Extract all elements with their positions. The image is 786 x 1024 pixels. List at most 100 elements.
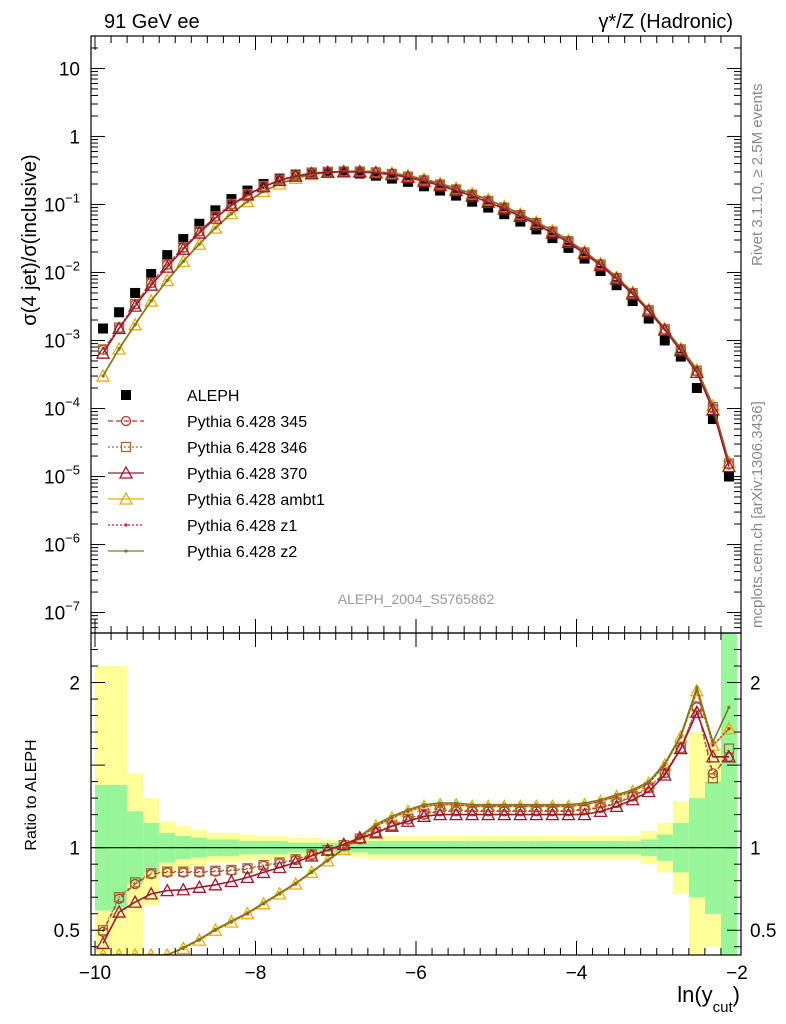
ratio-point-p370	[465, 807, 480, 821]
ratio-point-p370	[95, 936, 111, 950]
ratio-point-ambt1	[208, 922, 223, 936]
ratio-line-p346	[102, 704, 730, 931]
ratio-line-z1	[103, 688, 730, 955]
ratio-point-p346	[579, 803, 590, 815]
ratio-band-inner	[720, 633, 737, 955]
ratio-point-p370	[320, 842, 335, 856]
main-point-z2	[117, 346, 121, 351]
main-point-ambt1	[160, 273, 175, 287]
ratio-point-p370	[144, 886, 159, 900]
ratio-point-z2	[310, 870, 314, 874]
main-y-tick-label-exp: −5	[65, 463, 80, 478]
main-y-tick-label: 10−6	[44, 531, 80, 557]
main-point-p370	[545, 225, 560, 239]
ratio-point-z2	[374, 822, 378, 827]
ratio-point-z2	[197, 937, 201, 941]
main-point-aleph	[691, 383, 702, 394]
main-point-z2	[294, 176, 298, 180]
main-point-p370	[593, 258, 608, 272]
main-point-aleph	[146, 268, 157, 279]
ratio-point-p370	[673, 741, 688, 755]
main-point-ambt1	[111, 341, 127, 355]
ratio-point-p370	[721, 749, 737, 763]
main-y-tick-label-exp: −1	[65, 190, 80, 205]
main-point-p370	[208, 210, 223, 224]
main-point-aleph	[178, 234, 189, 245]
main-point-z2	[149, 299, 153, 303]
ratio-point-z2	[663, 761, 667, 766]
main-point-p370	[224, 198, 239, 212]
x-axis-label-tail: )	[733, 982, 740, 1007]
main-point-p370	[111, 321, 127, 335]
ratio-y-tick-label: 2	[69, 674, 80, 695]
ratio-point-p370	[208, 877, 223, 891]
ratio-y-axis-label: Ratio to ALEPH	[23, 739, 40, 850]
ratio-point-z1	[711, 743, 715, 747]
ratio-y-tick-label: 0.5	[54, 921, 80, 942]
main-point-p370	[336, 164, 351, 178]
ratio-point-p346	[162, 866, 173, 877]
ratio-point-p370	[304, 848, 319, 862]
ratio-point-z2	[679, 733, 683, 737]
ratio-point-p370	[481, 807, 496, 821]
ratio-point-p346	[178, 866, 189, 877]
main-point-ambt1	[144, 293, 159, 307]
ratio-point-p370	[545, 807, 560, 821]
side-label-top: Rivet 3.1.10, ≥ 2.5M events	[749, 84, 766, 267]
main-point-p370	[641, 303, 656, 317]
ratio-point-ambt1	[224, 914, 239, 928]
main-point-p346	[723, 458, 735, 469]
main-y-tick-label-base: 10	[44, 468, 65, 489]
ratio-point-p370	[336, 837, 351, 851]
main-point-p370	[160, 259, 175, 273]
header-right-label: γ*/Z (Hadronic)	[599, 11, 733, 33]
main-point-z2	[181, 259, 185, 263]
main-point-p370	[721, 459, 737, 473]
x-axis-label: ln(ycut)	[677, 982, 740, 1016]
main-point-p370	[352, 164, 367, 178]
ratio-point-p370	[497, 807, 512, 821]
ratio-point-z2	[711, 740, 715, 744]
main-point-z2	[165, 278, 169, 282]
x-tick-label: −2	[726, 963, 748, 984]
main-point-aleph	[354, 168, 365, 179]
ratio-point-p370	[657, 767, 672, 781]
legend-label-p370: Pythia 6.428 370	[187, 466, 307, 483]
ratio-line-ambt1	[103, 688, 730, 955]
main-y-tick-label-exp: −6	[65, 531, 80, 546]
legend-label-p345: Pythia 6.428 345	[187, 414, 307, 431]
main-point-p370	[304, 166, 319, 180]
x-axis-label-sub: cut	[713, 999, 734, 1016]
main-point-p370	[400, 170, 416, 184]
ratio-point-ambt1	[256, 896, 271, 910]
ratio-point-p370	[625, 792, 640, 806]
ratio-point-z2	[277, 891, 282, 895]
main-point-aleph	[370, 170, 381, 181]
ratio-point-p370	[593, 803, 608, 817]
main-line-z2	[102, 170, 730, 462]
main-point-p370	[320, 164, 335, 178]
main-point-aleph	[98, 323, 109, 334]
ratio-point-p370	[513, 807, 528, 821]
ratio-plot-area	[91, 633, 741, 955]
main-point-aleph	[707, 414, 718, 425]
main-point-p370	[95, 345, 111, 359]
ratio-point-ambt1	[721, 721, 737, 735]
ratio-point-ambt1	[240, 906, 255, 920]
ratio-y-tick-label-right: 1	[750, 839, 761, 860]
ratio-point-p346	[290, 854, 301, 865]
main-point-ambt1	[192, 236, 207, 250]
side-label-bottom: mcplots.cern.ch [arXiv:1306.3436]	[749, 401, 766, 628]
ratio-point-p370	[192, 879, 207, 893]
ratio-point-z2	[326, 858, 330, 862]
ratio-point-p346	[723, 743, 735, 754]
ratio-point-p370	[368, 825, 383, 839]
ratio-point-p370	[529, 807, 544, 821]
main-point-p370	[449, 183, 464, 197]
x-tick-label: −4	[566, 963, 588, 984]
main-point-z2	[197, 242, 201, 246]
main-point-z2	[213, 226, 217, 230]
ratio-point-z2	[261, 901, 266, 905]
ratio-point-z2	[390, 814, 394, 818]
